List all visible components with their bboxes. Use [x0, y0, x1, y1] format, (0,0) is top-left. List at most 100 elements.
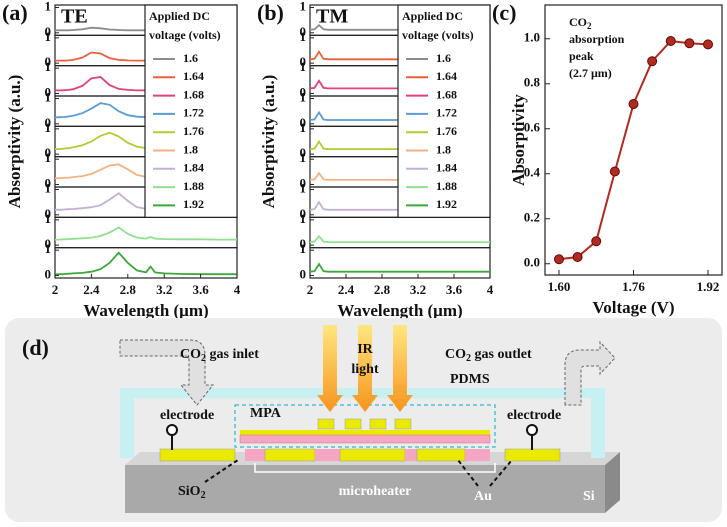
- annotation: CO2: [569, 15, 592, 31]
- annotation: (2.7 μm): [569, 66, 612, 80]
- x-tick-label: 3.2: [410, 282, 426, 297]
- y-tick-label: 0: [45, 266, 52, 281]
- y-tick-label: 1: [45, 120, 52, 135]
- mpa-resonator: [394, 418, 412, 430]
- text: CO: [445, 347, 466, 362]
- y-tick-label: 0.8: [524, 75, 541, 90]
- y-tick-label: 1: [300, 59, 307, 74]
- annotation-text: CO: [569, 15, 587, 29]
- y-tick-label: 1: [300, 0, 307, 14]
- y-tick-label: 1: [300, 150, 307, 165]
- data-point: [628, 99, 639, 109]
- legend-label: 1.92: [436, 197, 457, 211]
- y-tick-label: 1: [45, 29, 52, 44]
- subscript: 2: [466, 353, 471, 364]
- x-axis-label: Wavelength (μm): [337, 301, 462, 320]
- y-tick-label: 1: [45, 0, 52, 14]
- spectrum-line: [309, 262, 490, 273]
- y-tick-label: 0: [300, 206, 307, 221]
- ir-arrow: [387, 325, 413, 412]
- inlet-label: CO2 gas inlet: [180, 347, 259, 364]
- x-tick-label: 1.60: [548, 279, 571, 294]
- panel-label: (d): [22, 335, 49, 360]
- spectrum-line: [309, 234, 490, 243]
- y-tick-label: 0: [45, 54, 52, 69]
- x-tick-label: 2.8: [120, 282, 137, 297]
- au-label: Au: [474, 489, 492, 504]
- heater-gap: [245, 449, 265, 461]
- legend-label: 1.84: [436, 161, 457, 175]
- y-tick-label: 0.4: [524, 165, 541, 180]
- electrode-label: electrode: [507, 408, 561, 423]
- microheater-label: microheater: [339, 484, 412, 499]
- subplot-frame: [309, 216, 491, 249]
- chart-title: TM: [316, 6, 348, 28]
- legend-box: [397, 4, 491, 218]
- x-tick-label: 1.92: [697, 279, 720, 294]
- data-point: [665, 36, 676, 46]
- diagram-panel: (d) CO2 gas inlet: [5, 318, 722, 522]
- mpa-layer: [239, 434, 491, 444]
- x-tick-label: 3.6: [192, 282, 209, 297]
- annotation-subscript: 2: [587, 21, 592, 31]
- inlet-arrow: [119, 339, 215, 406]
- legend-title: voltage (volts): [149, 28, 221, 42]
- legend-label: 1.6: [436, 51, 451, 65]
- pointer: [489, 459, 513, 487]
- y-tick-label: 1: [45, 241, 52, 256]
- data-point: [553, 254, 564, 265]
- si-substrate: [125, 465, 605, 513]
- chart-title: TE: [61, 6, 88, 28]
- mpa-resonator: [369, 418, 387, 430]
- y-tick-label: 0: [300, 236, 307, 251]
- y-tick-label: 0.2: [524, 210, 540, 225]
- spectrum-line: [55, 226, 237, 241]
- y-tick-label: 0.6: [524, 120, 541, 135]
- legend-title: voltage (volts): [402, 28, 474, 42]
- ir-label: IR: [357, 342, 373, 357]
- y-tick-label: 1: [45, 59, 52, 74]
- legend-label: 1.88: [436, 179, 457, 193]
- legend-label: 1.64: [183, 69, 204, 83]
- outlet-label: CO2 gas outlet: [445, 347, 532, 364]
- x-tick-label: 1.76: [622, 279, 645, 294]
- y-tick-label: 0: [300, 54, 307, 69]
- mpa-layer: [240, 430, 490, 435]
- x-tick-label: 2: [52, 282, 59, 297]
- legend-label: 1.8: [183, 142, 198, 156]
- pdms-wall: [591, 388, 605, 458]
- data-point: [609, 166, 620, 177]
- legend-title: Applied DC: [402, 9, 463, 23]
- y-tick-label: 0: [300, 175, 307, 190]
- x-tick-label: 2.4: [83, 282, 100, 297]
- legend-label: 1.84: [183, 161, 204, 175]
- x-tick-label: 2: [307, 282, 314, 297]
- panel-label: (c): [492, 0, 516, 25]
- x-tick-label: 2.4: [338, 282, 355, 297]
- y-tick-label: 1: [45, 90, 52, 105]
- pdms-wall: [120, 388, 134, 458]
- x-axis-label: Wavelength (μm): [83, 301, 208, 320]
- y-tick-label: 0.0: [524, 255, 540, 270]
- y-tick-label: 0: [45, 145, 52, 160]
- ir-label: light: [351, 362, 379, 377]
- y-tick-label: 0: [300, 24, 307, 39]
- y-tick-label: 0: [300, 145, 307, 160]
- x-tick-label: 4: [234, 282, 241, 297]
- y-tick-label: 0: [45, 206, 52, 221]
- legend-label: 1.76: [436, 124, 457, 138]
- legend-label: 1.64: [436, 69, 457, 83]
- mpa-resonator: [317, 418, 335, 430]
- heater-segment: [416, 448, 466, 462]
- subscript: 2: [201, 353, 206, 364]
- y-tick-label: 1: [300, 29, 307, 44]
- mpa-resonator: [344, 418, 362, 430]
- electrode-pad: [504, 448, 561, 462]
- heater-gap: [465, 449, 490, 461]
- annotation: peak: [569, 49, 594, 63]
- text: gas inlet: [206, 347, 259, 362]
- data-point: [572, 252, 583, 262]
- legend-label: 1.68: [436, 87, 457, 101]
- text: gas outlet: [471, 347, 532, 362]
